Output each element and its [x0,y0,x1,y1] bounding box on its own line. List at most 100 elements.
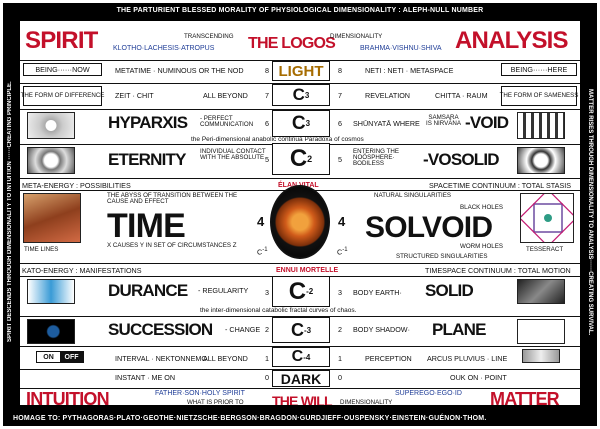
dimension-number: 3 [265,288,269,297]
all-beyond-label: ALL BEYOND [203,354,248,363]
vosolid-title: -VOSOLID [423,150,500,169]
dimension-number: 3 [338,288,342,297]
tesseract-image [520,193,574,243]
black-holes-label: BLACK HOLES [460,204,503,211]
transcending-label: TRANSCENDING [184,33,234,40]
chitta-label: CHITTA · RAUM [435,91,488,100]
instant-label: INSTANT · ME ON [115,373,176,382]
diagram-panel: SPIRIT KLOTHO·LACHESIS·ATROPUS TRANSCEND… [20,21,580,405]
succession-image [27,319,75,344]
meta-energy-label: META-ENERGY : POSSIBILITIES [22,181,131,190]
will-title: THE WILL [272,393,332,405]
intuition-title: INTUITION [26,389,110,405]
durance-title: DURANCE [108,281,188,300]
dimension-number: 1 [265,354,269,363]
dimension-number: 8 [338,66,342,75]
all-beyond-label: ALL BEYOND [203,91,248,100]
spacetime-label: SPACETIME CONTINUUM : TOTAL STASIS [429,181,572,190]
shunyata-label: SHŪNYATĀ WHERE [353,119,420,128]
void-title: -VOID [465,113,509,132]
c-minus-one: C-1 [337,247,348,257]
tesseract-caption: TESSERACT [526,246,564,253]
c-minus-four-box: C -4 [272,347,330,367]
holy-label: FATHER·SON·HOLY SPIRIT [155,390,245,397]
succession-title: SUCCESSION [108,320,213,339]
eternity-title: ETERNITY [108,150,186,169]
trinity-label: BRAHMA·VISHNU·SHIVA [360,45,442,52]
dimension-number: 2 [265,325,269,334]
plane-title: PLANE [432,320,486,339]
poster-frame: THE PARTURIENT BLESSED MORALITY OF PHYSI… [3,3,597,426]
timelines-image [23,193,81,243]
void-image [517,112,565,139]
right-vertical-text: MATTER RISES THROUGH DIMENSIONALITY TO A… [587,88,593,336]
dimension-number: 7 [338,91,342,100]
natural-singularities-label: NATURAL SINGULARITIES [374,192,452,199]
timespace-label: TIMESPACE CONTINUUM : TOTAL MOTION [425,266,571,275]
plane-image [517,319,565,344]
prior-label: WHAT IS PRIOR TO [187,399,244,405]
form-of-difference-box: THE FORM OF DIFFERENCE [21,86,104,106]
dimension-number: 0 [265,373,269,382]
dimensionality-label: DIMENSIONALITY [330,33,383,40]
dimension-number: 8 [265,66,269,75]
off-label: OFF [60,352,83,362]
light-box: LIGHT [272,61,330,81]
logos-title: THE LOGOS [248,35,336,52]
neti-label: NETI : NETI · METASPACE [365,66,454,75]
dimensionality-label: DIMENSIONALITY [340,399,393,405]
dimension-number: 2 [338,325,342,334]
inter-dimensional-text: the inter-dimensional catabolic fractal … [200,307,357,314]
on-off-toggle: ON OFF [36,351,84,363]
solvoid-title: SOLVOID [365,211,493,244]
revelation-label: REVELATION [365,91,410,100]
dimension-number: 5 [265,155,269,164]
left-vertical-text: SPIRIT DESCENDS THROUGH DIMENSIONALITY T… [7,81,13,343]
wormholes-label: WORM HOLES [460,243,503,250]
header-text: THE PARTURIENT BLESSED MORALITY OF PHYSI… [116,7,484,14]
solid-image [517,279,565,304]
durance-image [27,279,75,304]
time-title: TIME [107,207,186,245]
on-label: ON [43,353,54,361]
arcus-label: ARCUS PLUVIUS · LINE [427,354,508,363]
ouk-label: OUK ON · POINT [450,373,507,382]
c-minus-one: C-1 [257,247,268,257]
change-label: - CHANGE [225,325,261,334]
peri-dimensional-text: the Peri-dimensional anabolic continua P… [191,136,364,143]
central-globe-image [270,185,330,259]
dimension-number: 0 [338,373,342,382]
samsara-label: SAMSARA IS NIRVĀNA [426,114,461,128]
dimension-number: 6 [338,119,342,128]
zeit-label: ZEIT · CHIT [115,91,154,100]
fates-label: KLOTHO·LACHESIS·ATROPUS [113,45,215,52]
grid-image [517,147,565,174]
dimension-number: 7 [265,91,269,100]
hyparxis-title: HYPARXIS [108,113,188,132]
dimension-number: 1 [338,354,342,363]
causes-label: X CAUSES Y IN SET OF CIRCUMSTANCES Z [107,242,237,249]
kato-energy-label: KATO-ENERGY : MANIFESTATIONS [22,266,142,275]
timelines-caption: TIME LINES [24,246,59,253]
entering-noosphere-label: ENTERING THE NOÖSPHERE· BODILESS [353,148,399,168]
regularity-label: - REGULARITY [198,286,249,295]
ego-label: SUPEREGO·EGO·ID [395,390,462,397]
analysis-title: ANALYSIS [455,27,569,54]
individual-contact-label: INDIVIDUAL CONTACT WITH THE ABSOLUTE [200,148,266,162]
c-minus-three-box: C -3 [272,317,330,343]
dimension-four: 4 [338,214,346,229]
perception-label: PERCEPTION [365,354,412,363]
dimension-four: 4 [257,214,265,229]
ennui-label: ENNUI MORTELLE [276,267,339,274]
footer-text: HOMAGE TO: PYTHAGORAS·PLATO·GEOTHE·NIETZ… [13,415,487,422]
body-earth-label: BODY EARTH· [353,288,402,297]
matter-title: MATTER [490,389,560,405]
sphere-image [27,112,75,139]
dark-box: DARK [272,370,330,387]
c-minus-two-box: C -2 [272,276,330,307]
structured-singularities-label: STRUCTURED SINGULARITIES [396,253,488,260]
interval-label: INTERVAL · NEKTONNEMO [115,354,207,363]
